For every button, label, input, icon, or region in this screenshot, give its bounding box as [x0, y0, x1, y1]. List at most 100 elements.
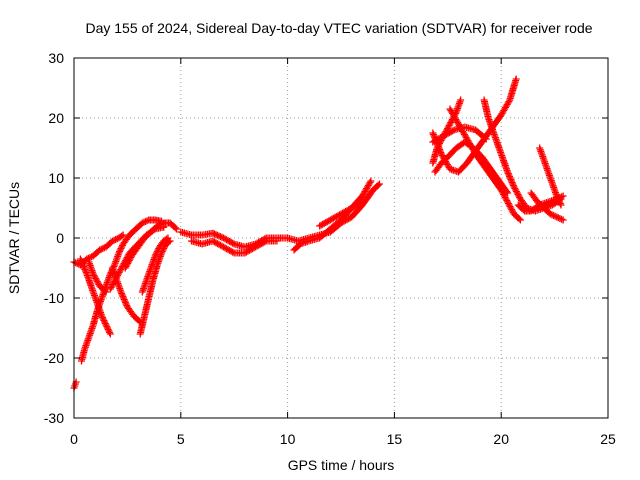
data-point [498, 188, 506, 195]
data-point [502, 195, 510, 203]
data-point [96, 246, 104, 254]
data-point [86, 254, 94, 261]
data-point [119, 231, 127, 239]
data-point [164, 234, 172, 242]
data-point [556, 215, 564, 222]
data-point [108, 282, 116, 290]
data-point [445, 122, 453, 129]
data-point [97, 245, 105, 253]
data-point [507, 204, 515, 212]
data-point [101, 287, 109, 295]
data-point [515, 215, 523, 223]
data-point [112, 275, 120, 282]
data-point [215, 232, 223, 240]
data-point [555, 197, 563, 204]
x-tick-label: 20 [493, 431, 509, 447]
data-point [163, 235, 171, 243]
data-point [158, 220, 166, 228]
data-point [111, 276, 119, 284]
data-point [92, 275, 100, 282]
data-point [110, 236, 118, 244]
data-point [123, 261, 131, 269]
data-point [154, 246, 162, 254]
data-point [104, 326, 112, 333]
data-point [140, 218, 148, 226]
data-point [94, 279, 102, 287]
data-point [152, 251, 160, 258]
data-point [551, 212, 559, 220]
x-tick-label: 25 [600, 431, 616, 447]
data-point [504, 200, 512, 207]
data-point [444, 123, 452, 131]
data-point [501, 194, 509, 201]
y-axis-label: SDTVAR / TECUs [6, 182, 22, 294]
data-series [121, 219, 181, 272]
data-point [367, 177, 375, 185]
data-point [100, 317, 108, 324]
data-point [99, 245, 107, 252]
data-point [500, 192, 508, 200]
y-tick-label: 20 [48, 110, 64, 126]
data-point [515, 192, 523, 200]
data-point [511, 185, 519, 192]
data-point [481, 134, 489, 142]
data-point [210, 230, 218, 238]
grid [74, 58, 608, 418]
data-series [446, 105, 524, 224]
data-point [505, 201, 513, 209]
data-point [357, 199, 365, 207]
data-point [449, 127, 457, 135]
data-point [508, 206, 516, 213]
data-series [85, 258, 110, 296]
data-point [497, 186, 505, 194]
data-point [113, 273, 121, 281]
data-point [116, 248, 124, 255]
data-point [153, 248, 161, 255]
y-tick-label: 0 [56, 230, 64, 246]
data-point [506, 203, 514, 210]
data-point [93, 278, 101, 285]
x-tick-label: 10 [280, 431, 296, 447]
data-point [510, 183, 518, 191]
data-point [548, 211, 556, 219]
data-series [136, 237, 174, 338]
data-series [138, 234, 172, 296]
data-point [554, 214, 562, 222]
data-point [121, 264, 129, 272]
data-point [209, 229, 217, 237]
data-point [102, 321, 110, 329]
chart-title: Day 155 of 2024, Sidereal Day-to-day VTE… [85, 20, 592, 36]
data-point [115, 269, 123, 276]
data-point [546, 210, 554, 218]
data-point [106, 330, 114, 338]
data-point [550, 212, 558, 219]
data-series [480, 96, 565, 215]
data-point [91, 273, 99, 281]
data-point [90, 272, 98, 279]
data-point [213, 231, 221, 239]
data-point [126, 255, 134, 263]
data-point [556, 200, 564, 207]
x-axis-label: GPS time / hours [288, 457, 395, 473]
data-point [109, 281, 117, 288]
data-series [316, 198, 366, 230]
data-point [116, 267, 124, 275]
data-point [72, 259, 80, 267]
data-point [110, 279, 118, 287]
data-point [482, 135, 490, 143]
data-point [124, 260, 132, 267]
x-tick-label: 15 [387, 431, 403, 447]
data-point [103, 324, 111, 332]
y-tick-label: -30 [44, 410, 64, 426]
data-point [105, 327, 113, 335]
data-point [118, 232, 126, 240]
data-point [508, 207, 516, 215]
data-point [554, 195, 562, 203]
data-point [553, 192, 561, 200]
data-point [171, 224, 179, 232]
data-point [114, 270, 122, 278]
data-point [157, 221, 165, 228]
data-point [512, 75, 520, 83]
